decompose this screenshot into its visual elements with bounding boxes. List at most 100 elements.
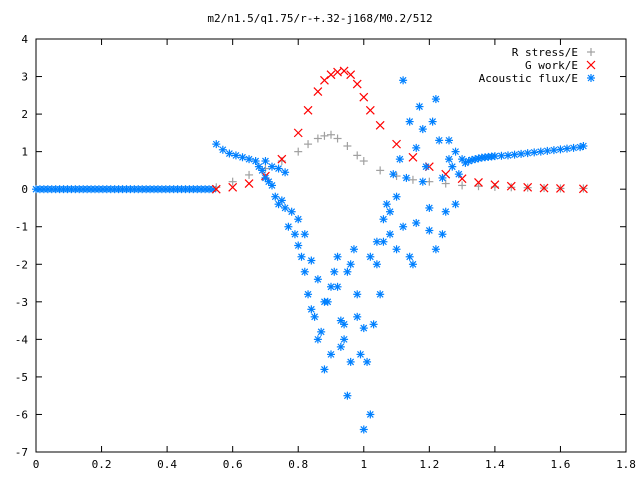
data-point: [563, 144, 571, 153]
data-point: [304, 140, 313, 149]
data-point: [372, 260, 381, 269]
data-point: [320, 297, 329, 306]
data-point: [349, 245, 358, 254]
data-point: [578, 184, 588, 194]
data-point: [415, 102, 424, 111]
data-point: [458, 181, 467, 190]
data-point: [268, 181, 276, 190]
data-point: [543, 146, 552, 155]
data-point: [474, 182, 483, 191]
data-point: [310, 312, 319, 321]
data-point: [412, 143, 421, 152]
data-point: [225, 149, 234, 158]
x-tick-label: 0.6: [223, 458, 243, 471]
data-point: [402, 173, 411, 182]
data-point: [333, 282, 342, 291]
data-point: [392, 139, 401, 149]
y-tick-label: 1: [21, 146, 28, 159]
data-point: [539, 183, 549, 193]
data-point: [336, 342, 345, 351]
y-tick-label: -2: [15, 258, 28, 271]
data-point: [506, 181, 516, 191]
data-point: [458, 155, 467, 164]
data-point: [244, 179, 254, 188]
data-point: [333, 134, 342, 143]
data-point: [392, 192, 401, 201]
data-point: [307, 256, 316, 265]
data-point: [353, 151, 362, 160]
x-tick-label: 1.2: [419, 458, 439, 471]
data-point: [313, 134, 322, 143]
data-point: [392, 172, 401, 181]
data-point: [294, 215, 303, 224]
data-point: [461, 158, 470, 167]
x-tick-label: 1.4: [485, 458, 505, 471]
x-tick-label: 1.8: [616, 458, 636, 471]
data-point: [211, 184, 221, 194]
data-point: [293, 128, 303, 138]
data-point: [294, 241, 303, 250]
series-2: [212, 76, 588, 434]
x-tick-label: 0.2: [92, 458, 112, 471]
data-point: [359, 324, 368, 333]
series-1: [211, 66, 588, 194]
data-point: [271, 192, 280, 201]
data-point: [412, 218, 421, 227]
data-point: [579, 142, 588, 151]
data-point: [448, 162, 457, 171]
data-point: [245, 170, 254, 179]
y-tick-label: -3: [15, 296, 28, 309]
data-point: [277, 157, 286, 166]
data-point: [441, 179, 450, 188]
data-point: [517, 149, 526, 158]
data-point: [333, 252, 342, 261]
chart-title: m2/n1.5/q1.75/r-+.32-j168/M0.2/512: [207, 12, 432, 25]
data-point: [451, 147, 460, 156]
data-point: [353, 312, 362, 321]
data-point: [245, 155, 254, 164]
data-point: [379, 215, 388, 224]
data-point: [445, 155, 453, 164]
y-tick-label: -7: [15, 446, 28, 459]
plot-frame: [35, 38, 627, 453]
data-point: [504, 151, 512, 160]
data-point: [330, 267, 339, 276]
data-point: [549, 146, 558, 155]
data-point: [346, 70, 356, 80]
data-point: [254, 162, 263, 171]
data-point: [339, 66, 349, 76]
data-point: [251, 157, 260, 166]
data-point: [320, 365, 329, 374]
data-point: [274, 164, 283, 173]
data-point: [408, 260, 417, 269]
data-point: [363, 357, 372, 366]
data-point: [300, 267, 309, 276]
y-tick-label: 4: [21, 33, 28, 46]
data-point: [343, 267, 352, 276]
data-point: [376, 166, 385, 175]
data-point: [454, 170, 463, 179]
data-point: [510, 150, 519, 159]
data-point: [343, 391, 352, 400]
data-point: [359, 92, 369, 102]
y-tick-label: -4: [15, 333, 29, 346]
data-point: [336, 316, 345, 325]
data-point: [405, 117, 414, 126]
data-point: [379, 237, 388, 246]
data-point: [392, 245, 401, 254]
data-point: [228, 177, 237, 186]
acoustic-flux-baseline: [32, 185, 217, 194]
legend-label: G work/E: [525, 59, 578, 72]
data-point: [320, 131, 329, 140]
legend-label: R stress/E: [512, 46, 578, 59]
data-point: [268, 162, 276, 171]
data-point: [359, 157, 368, 166]
data-point: [408, 175, 417, 184]
x-tick-label: 1.6: [551, 458, 571, 471]
data-point: [218, 145, 227, 154]
data-point: [281, 203, 290, 212]
data-point: [435, 136, 444, 145]
data-point: [313, 87, 323, 96]
data-point: [281, 168, 290, 177]
